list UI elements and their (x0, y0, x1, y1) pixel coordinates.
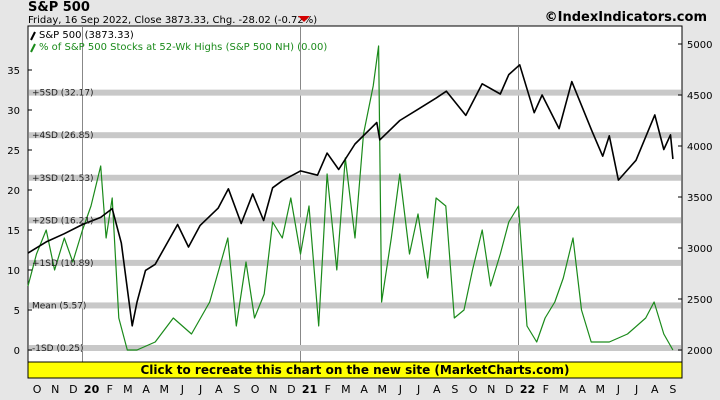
sd-band-label: +3SD (21.53) (32, 174, 94, 184)
x-tick-label: M (123, 383, 133, 396)
right-tick-label: 4000 (687, 142, 712, 153)
right-tick-label: 2000 (687, 346, 712, 357)
left-tick-label: 25 (7, 146, 20, 157)
right-axis-ticks: 2000 2500 3000 3500 4000 4500 5000 (678, 40, 712, 357)
right-tick-label: 4500 (687, 91, 712, 102)
x-tick-label: J (416, 383, 420, 396)
x-tick-label: O (469, 383, 478, 396)
plot-area (27, 25, 683, 363)
sd-band (29, 217, 681, 224)
x-tick-label: M (160, 383, 170, 396)
x-tick-label: S (669, 383, 676, 396)
right-tick-label: 5000 (687, 40, 712, 51)
x-tick-label: N (269, 383, 277, 396)
x-tick-label: O (33, 383, 42, 396)
x-tick-label: D (505, 383, 513, 396)
x-tick-label: M (559, 383, 569, 396)
x-tick-label: N (487, 383, 495, 396)
x-axis-labels: O N D 20 F M A M J J A S O N D 21 F M A M J J A S O N D 22 F M A M J J A S (33, 383, 677, 396)
sd-bands (29, 89, 681, 351)
x-tick-label: M (378, 383, 388, 396)
x-tick-label: F (107, 383, 113, 396)
left-tick-label: 20 (7, 186, 20, 197)
left-tick-label: 35 (7, 66, 20, 77)
left-tick-label: 15 (7, 226, 20, 237)
x-tick-label: O (251, 383, 260, 396)
right-tick-label: 2500 (687, 295, 712, 306)
left-tick-label: 0 (14, 346, 20, 357)
down-arrow-icon (298, 16, 310, 22)
x-tick-label: J (616, 383, 620, 396)
left-axis-ticks: 0 5 10 15 20 25 30 35 (7, 66, 32, 357)
left-tick-label: 5 (14, 306, 20, 317)
x-tick-label: A (215, 383, 223, 396)
x-tick-label: 22 (520, 383, 535, 396)
x-tick-label: D (69, 383, 77, 396)
legend: S&P 500 (3873.33) % of S&P 500 Stocks at… (30, 30, 327, 53)
left-tick-label: 30 (7, 106, 20, 117)
sd-band-label: +5SD (32.17) (32, 89, 94, 99)
chart-subtitle: Friday, 16 Sep 2022, Close 3873.33, Chg.… (28, 15, 317, 26)
x-tick-label: 20 (84, 383, 100, 396)
sd-band (29, 132, 681, 139)
sd-band-label: +4SD (26.85) (32, 131, 94, 141)
site-brand[interactable]: ©IndexIndicators.com (545, 10, 707, 25)
sd-band (29, 89, 681, 96)
sd-band-labels: +5SD (32.17) +4SD (26.85) +3SD (21.53) +2SD… (32, 89, 94, 354)
x-tick-label: J (634, 383, 638, 396)
x-tick-label: S (233, 383, 240, 396)
x-tick-label: 21 (302, 383, 317, 396)
x-tick-label: J (198, 383, 202, 396)
x-tick-label: A (360, 383, 368, 396)
x-tick-label: S (451, 383, 458, 396)
right-tick-label: 3000 (687, 244, 712, 255)
sd-band (29, 302, 681, 309)
series-line-breadth (27, 45, 674, 351)
x-tick-label: F (325, 383, 331, 396)
right-tick-label: 3500 (687, 193, 712, 204)
x-tick-label: M (596, 383, 606, 396)
sd-band-label: +1SD (10.89) (32, 259, 94, 269)
series-line-index (27, 64, 674, 327)
left-tick-label: 10 (7, 266, 20, 277)
x-tick-label: N (51, 383, 59, 396)
x-tick-label: J (180, 383, 184, 396)
x-tick-label: D (287, 383, 295, 396)
sd-band (29, 345, 681, 351)
x-tick-label: A (433, 383, 441, 396)
x-tick-label: A (142, 383, 150, 396)
x-tick-label: F (543, 383, 549, 396)
legend-label-index: S&P 500 (3873.33) (39, 30, 134, 41)
chart-title: S&P 500 (28, 0, 90, 15)
series-lines (27, 45, 674, 351)
legend-label-breadth: % of S&P 500 Stocks at 52-Wk Highs (S&P … (39, 42, 327, 53)
x-tick-label: A (651, 383, 659, 396)
x-tick-label: M (341, 383, 351, 396)
legend-swatch-index (30, 31, 36, 41)
sd-band-label: -1SD (0.25) (32, 344, 84, 354)
sd-band (29, 259, 681, 266)
recreate-banner-text[interactable]: Click to recreate this chart on the new … (140, 363, 569, 377)
sd-band-label: +2SD (16.21) (32, 216, 94, 226)
x-tick-label: A (578, 383, 586, 396)
sd-band (29, 174, 681, 181)
sd-band-label: Mean (5.57) (32, 301, 86, 311)
legend-swatch-breadth (30, 43, 36, 53)
recreate-banner[interactable] (27, 361, 683, 379)
x-tick-label: J (398, 383, 402, 396)
